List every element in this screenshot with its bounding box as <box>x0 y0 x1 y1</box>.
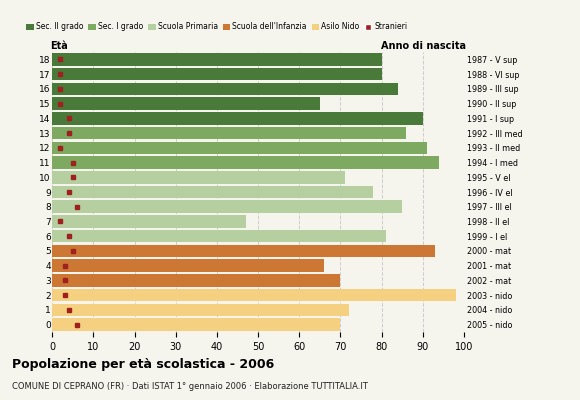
Bar <box>52 53 382 66</box>
Bar <box>52 274 340 287</box>
Text: Anno di nascita: Anno di nascita <box>381 41 466 51</box>
Bar <box>52 186 374 198</box>
Bar <box>52 171 345 184</box>
Bar <box>52 200 403 213</box>
Text: Popolazione per età scolastica - 2006: Popolazione per età scolastica - 2006 <box>12 358 274 371</box>
Bar <box>52 82 398 95</box>
Bar <box>52 142 427 154</box>
Bar <box>52 215 246 228</box>
Legend: Sec. II grado, Sec. I grado, Scuola Primaria, Scuola dell'Infanzia, Asilo Nido, : Sec. II grado, Sec. I grado, Scuola Prim… <box>23 20 411 34</box>
Bar <box>52 245 435 257</box>
Bar <box>52 156 439 169</box>
Bar <box>52 318 340 331</box>
Text: Età: Età <box>50 41 68 51</box>
Bar <box>52 289 456 302</box>
Bar <box>52 127 407 139</box>
Bar <box>52 260 324 272</box>
Bar <box>52 304 349 316</box>
Text: COMUNE DI CEPRANO (FR) · Dati ISTAT 1° gennaio 2006 · Elaborazione TUTTITALIA.IT: COMUNE DI CEPRANO (FR) · Dati ISTAT 1° g… <box>12 382 368 391</box>
Bar <box>52 112 423 124</box>
Bar <box>52 68 382 80</box>
Bar <box>52 97 320 110</box>
Bar <box>52 230 386 242</box>
